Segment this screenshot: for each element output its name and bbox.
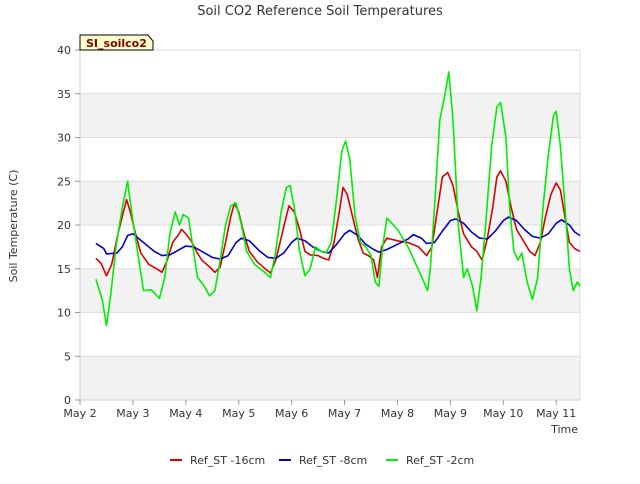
- x-tick-label: May 5: [222, 407, 255, 420]
- series-line-3: [95, 71, 581, 327]
- y-tick-label: 35: [57, 88, 71, 101]
- series-lines: [95, 71, 581, 327]
- background-band: [80, 356, 580, 400]
- site-label-box: SI_soilco2: [79, 34, 154, 51]
- legend-label-3: Ref_ST -2cm: [406, 454, 474, 467]
- y-tick-label: 25: [57, 175, 71, 188]
- legend-label-2: Ref_ST -8cm: [299, 454, 367, 467]
- background-band: [80, 181, 580, 225]
- y-tick-label: 30: [57, 132, 71, 145]
- y-axis-label: Soil Temperature (C): [7, 170, 20, 283]
- x-axis-ticks: May 2 May 3 May 4 May 5 May 6 May 7 May 8 May 9…: [63, 400, 576, 420]
- background-band: [80, 268, 580, 313]
- x-tick-label: May 4: [169, 407, 202, 420]
- x-tick-label: May 8: [381, 407, 414, 420]
- legend: Ref_ST -16cm Ref_ST -8cm Ref_ST -2cm: [170, 454, 474, 467]
- y-tick-label: 10: [57, 307, 71, 320]
- series-line-2: [95, 216, 581, 260]
- y-tick-label: 20: [57, 219, 71, 232]
- y-tick-label: 5: [64, 350, 71, 363]
- x-tick-label: May 3: [116, 407, 149, 420]
- y-tick-label: 15: [57, 263, 71, 276]
- y-axis-ticks: 0 5 10 15 20 25 30 35 40: [57, 44, 80, 407]
- background-band: [80, 93, 580, 138]
- x-tick-label: May 9: [434, 407, 467, 420]
- x-tick-label: May 10: [483, 407, 523, 420]
- x-tick-label: May 7: [328, 407, 361, 420]
- x-tick-label: May 6: [275, 407, 308, 420]
- y-tick-label: 40: [57, 44, 71, 57]
- x-tick-label: May 11: [536, 407, 576, 420]
- site-label: SI_soilco2: [86, 37, 147, 50]
- legend-label-1: Ref_ST -16cm: [190, 454, 265, 467]
- x-tick-label: May 2: [63, 407, 96, 420]
- chart-title: Soil CO2 Reference Soil Temperatures: [197, 4, 443, 19]
- x-axis-label: Time: [550, 423, 578, 436]
- series-line-1: [95, 170, 581, 279]
- y-tick-label: 0: [64, 394, 71, 407]
